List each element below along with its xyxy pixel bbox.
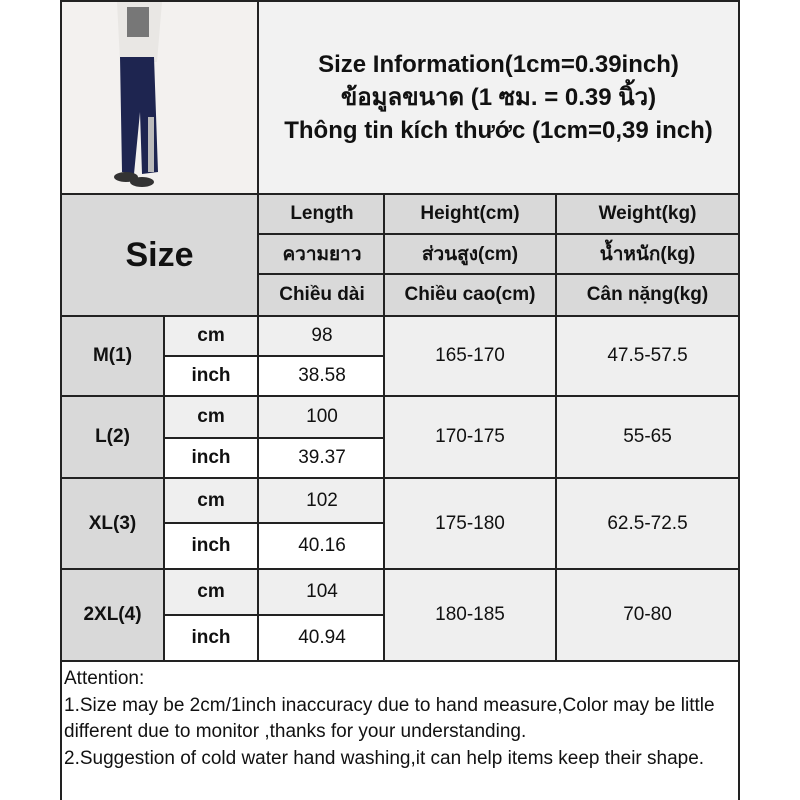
height-range: 165-170 <box>383 315 557 397</box>
column-header-1-en: Height(cm) <box>383 193 557 235</box>
column-header-2-vi: Cân nặng(kg) <box>555 273 740 317</box>
column-header-1-vi: Chiều cao(cm) <box>383 273 557 317</box>
size-label: L(2) <box>60 395 165 479</box>
length-cm: 98 <box>257 315 387 357</box>
size-header: Size <box>60 193 259 317</box>
length-inch: 40.94 <box>257 614 387 662</box>
unit-cm: cm <box>163 568 259 616</box>
length-inch: 38.58 <box>257 355 387 397</box>
weight-range: 62.5-72.5 <box>555 477 740 570</box>
column-header-1-th: ส่วนสูง(cm) <box>383 233 557 275</box>
size-info-title: Size Information(1cm=0.39inch) ข้อมูลขนา… <box>257 0 740 195</box>
attention-heading: Attention: <box>64 668 145 689</box>
column-header-2-en: Weight(kg) <box>555 193 740 235</box>
size-label: XL(3) <box>60 477 165 570</box>
length-inch: 39.37 <box>257 437 387 479</box>
column-header-0-en: Length <box>257 193 387 235</box>
attention-note-2: 2.Suggestion of cold water hand washing,… <box>64 747 705 769</box>
size-label: 2XL(4) <box>60 568 165 662</box>
title-thai: ข้อมูลขนาด (1 ซม. = 0.39 นิ้ว) <box>340 84 657 111</box>
attention-note-1: 1.Size may be 2cm/1inch inaccuracy due t… <box>64 694 715 743</box>
weight-range: 47.5-57.5 <box>555 315 740 397</box>
length-inch: 40.16 <box>257 522 387 570</box>
unit-cm: cm <box>163 315 259 357</box>
unit-inch: inch <box>163 614 259 662</box>
column-header-0-vi: Chiều dài <box>257 273 387 317</box>
unit-cm: cm <box>163 477 259 524</box>
model-wearing-pants-image <box>62 2 257 193</box>
product-photo <box>60 0 259 195</box>
unit-inch: inch <box>163 437 259 479</box>
length-cm: 104 <box>257 568 387 616</box>
unit-cm: cm <box>163 395 259 439</box>
height-range: 170-175 <box>383 395 557 479</box>
length-cm: 100 <box>257 395 387 439</box>
title-vietnamese: Thông tin kích thước (1cm=0,39 inch) <box>284 117 713 144</box>
title-english: Size Information(1cm=0.39inch) <box>318 51 679 78</box>
height-range: 175-180 <box>383 477 557 570</box>
column-header-0-th: ความยาว <box>257 233 387 275</box>
attention-notes: Attention: 1.Size may be 2cm/1inch inacc… <box>60 660 740 800</box>
size-label: M(1) <box>60 315 165 397</box>
column-header-2-th: น้ำหนัก(kg) <box>555 233 740 275</box>
height-range: 180-185 <box>383 568 557 662</box>
unit-inch: inch <box>163 355 259 397</box>
weight-range: 55-65 <box>555 395 740 479</box>
length-cm: 102 <box>257 477 387 524</box>
weight-range: 70-80 <box>555 568 740 662</box>
unit-inch: inch <box>163 522 259 570</box>
